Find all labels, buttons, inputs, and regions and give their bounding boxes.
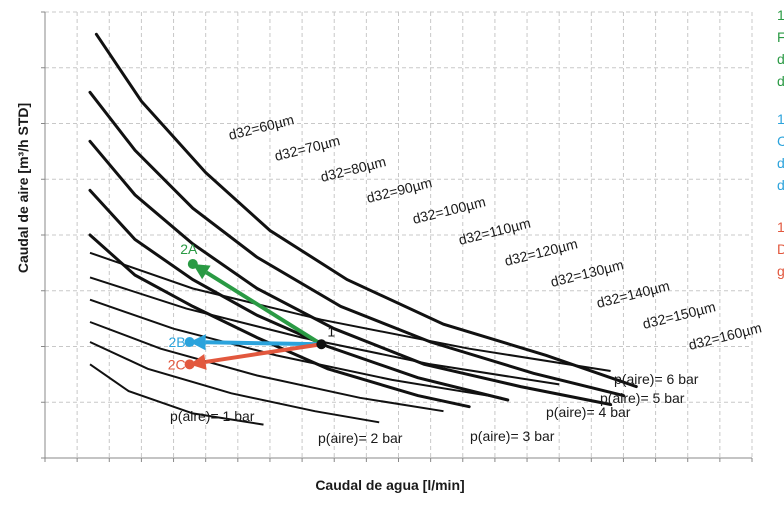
diameter-label: d32=150µm: [641, 298, 717, 332]
diameter-label: d32=70µm: [273, 132, 342, 164]
diameter-curve: [88, 188, 510, 402]
pressure-curve: [89, 251, 611, 372]
x-axis-title: Caudal de agua [l/min]: [315, 477, 464, 493]
diameter-label: d32=160µm: [687, 319, 763, 353]
pressure-curve: [89, 321, 444, 413]
point-marker: [184, 337, 195, 348]
arrow-shaft: [205, 340, 322, 347]
diameter-curve: [94, 32, 638, 389]
note-text: D: [777, 241, 784, 257]
point-label: 2C: [168, 356, 186, 372]
pressure-label: p(aire)= 6 bar: [614, 371, 699, 387]
note-text: d: [777, 177, 784, 193]
point-label: 1: [327, 323, 335, 339]
arrow-head: [189, 334, 206, 351]
pressure-label: p(aire)= 5 bar: [600, 390, 685, 406]
curves: [88, 32, 638, 426]
diameter-curve: [88, 90, 625, 398]
diameter-label: d32=60µm: [227, 111, 296, 143]
diameter-label: d32=120µm: [503, 235, 579, 269]
arrow-head: [192, 263, 211, 280]
arrow-head: [189, 354, 207, 370]
pressure-label: p(aire)= 3 bar: [470, 428, 555, 444]
pressure-label: p(aire)= 1 bar: [170, 408, 255, 424]
note-text: 1: [777, 219, 784, 235]
pressure-label: p(aire)= 2 bar: [318, 430, 403, 446]
pressure-label: p(aire)= 4 bar: [546, 404, 631, 420]
point-marker: [187, 258, 198, 269]
labels: d32=60µmd32=70µmd32=80µmd32=90µmd32=100µ…: [168, 111, 763, 446]
note-text: 1: [777, 7, 784, 23]
note-text: C: [777, 133, 784, 149]
pressure-curve: [89, 341, 380, 424]
point-marker: [184, 359, 195, 370]
point-label: 2B: [168, 334, 185, 350]
arrow-shaft: [205, 270, 323, 346]
note-text: g: [777, 263, 784, 279]
pressure-curve: [89, 276, 560, 386]
y-axis-title: Caudal de aire [m³/h STD]: [15, 103, 31, 273]
diameter-label: d32=130µm: [549, 256, 625, 290]
diameter-label: d32=80µm: [319, 153, 388, 185]
note-text: d: [777, 155, 784, 171]
diameter-curve: [88, 233, 471, 409]
note-text: 1: [777, 111, 784, 127]
arrow-shaft: [205, 342, 322, 364]
diameter-label: d32=100µm: [411, 193, 487, 227]
diameter-label: d32=110µm: [457, 215, 532, 248]
pressure-curve: [89, 298, 502, 399]
note-text: F: [777, 29, 784, 45]
point-label: 2A: [180, 241, 198, 257]
points: [184, 258, 327, 370]
diameter-label: d32=140µm: [595, 277, 671, 311]
point-marker: [316, 339, 327, 350]
axes: [41, 11, 753, 462]
note-text: d: [777, 51, 784, 67]
diameter-curve: [88, 139, 613, 406]
pressure-curve: [89, 363, 264, 426]
note-text: d: [777, 73, 784, 89]
arrows: [189, 263, 323, 370]
